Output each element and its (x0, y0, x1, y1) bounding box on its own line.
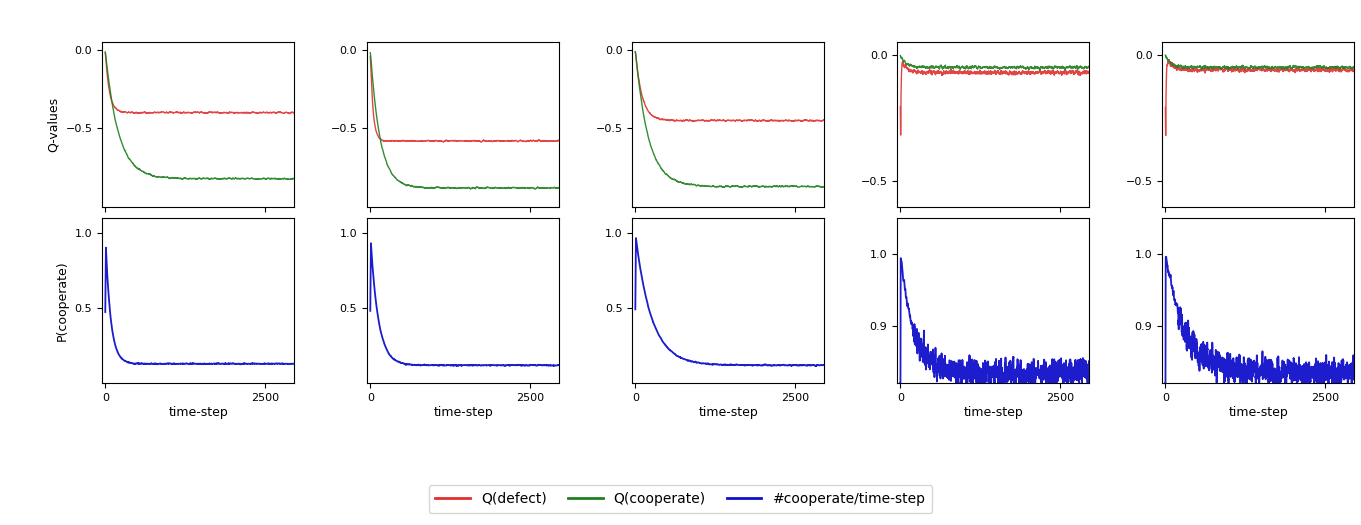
X-axis label: time-step: time-step (169, 406, 229, 419)
Y-axis label: Q-values: Q-values (46, 97, 60, 152)
X-axis label: time-step: time-step (698, 406, 758, 419)
Legend: Q(defect), Q(cooperate), #cooperate/time-step: Q(defect), Q(cooperate), #cooperate/time… (429, 485, 932, 513)
X-axis label: time-step: time-step (964, 406, 1023, 419)
Y-axis label: P(cooperate): P(cooperate) (56, 260, 69, 341)
X-axis label: time-step: time-step (433, 406, 493, 419)
X-axis label: time-step: time-step (1228, 406, 1288, 419)
